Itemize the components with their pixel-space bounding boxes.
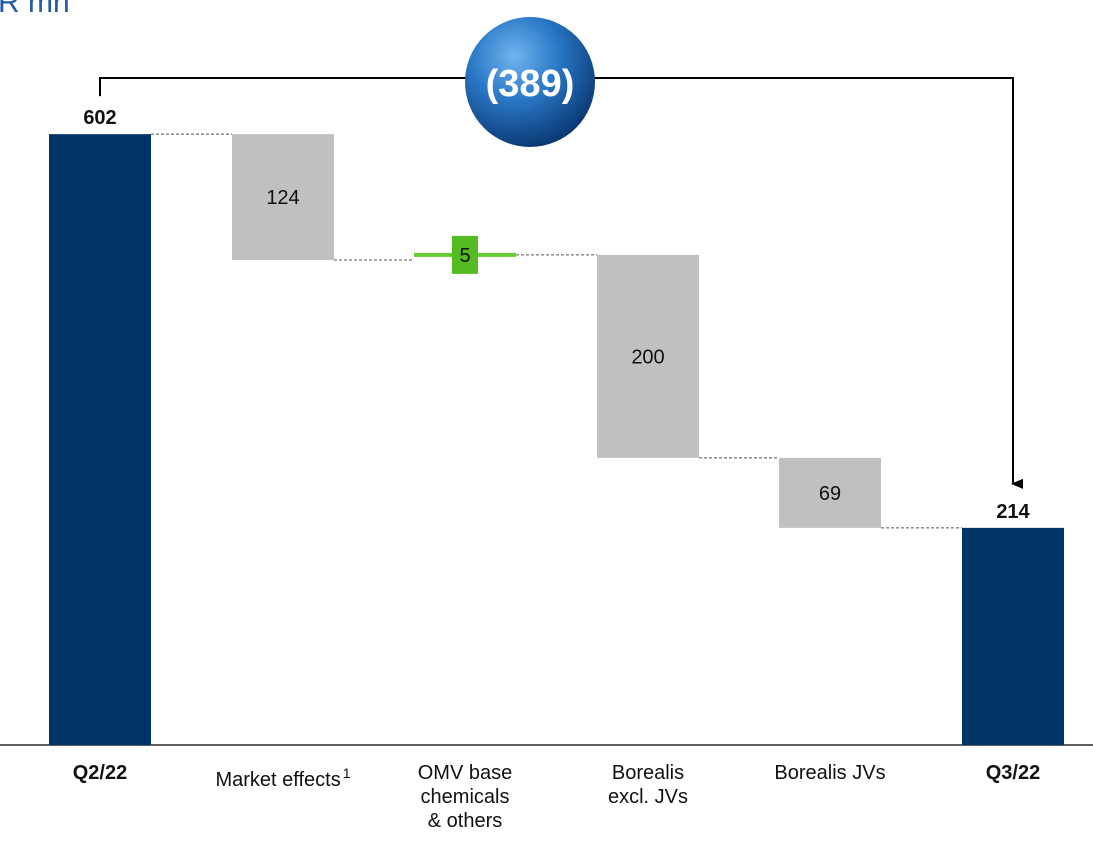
- category-label-line: Q2/22: [72, 762, 128, 784]
- category-label-line: OMV base: [417, 762, 513, 784]
- category-label-line: chemicals: [420, 786, 510, 808]
- category-label-borealis-excl-jvs: Borealis excl. JVs: [573, 761, 723, 809]
- category-label-line: Q3/22: [985, 762, 1041, 784]
- category-label-line: excl. JVs: [607, 786, 689, 808]
- data-label-market-effects: 124: [266, 187, 299, 209]
- bar-market-effects: [232, 134, 334, 260]
- unit-title: R mn: [0, 0, 70, 19]
- data-label-omv-base-chemicals-others: 5: [459, 245, 470, 267]
- bar-borealis-excl-jvs: [597, 254, 699, 458]
- bridge-bubble: [465, 17, 595, 147]
- bridge-label: (389): [486, 63, 575, 105]
- bar-q2-22: [49, 134, 151, 745]
- category-label-omv-base-chemicals-others: OMV base chemicals & others: [390, 761, 540, 833]
- bar-q3-22: [962, 527, 1064, 745]
- bar-borealis-jvs: [779, 457, 881, 528]
- category-label-line: Borealis JVs: [774, 762, 886, 784]
- category-label-market-effects: Market effects 1: [208, 761, 358, 792]
- category-label-line: Borealis: [611, 762, 685, 784]
- category-label-line: & others: [427, 810, 503, 832]
- footnote-marker: 1: [342, 765, 351, 781]
- data-label-bg-omv-base-chemicals-others: [452, 235, 478, 274]
- data-label-q2-22: 602: [83, 107, 116, 129]
- category-label-line: Market effects 1: [215, 765, 351, 791]
- data-label-q3-22: 214: [996, 501, 1030, 523]
- category-label-borealis-jvs: Borealis JVs: [755, 761, 905, 785]
- category-label-q2-22: Q2/22: [25, 761, 175, 785]
- category-label-q3-22: Q3/22: [938, 761, 1088, 785]
- data-label-borealis-jvs: 69: [819, 483, 841, 505]
- data-label-borealis-excl-jvs: 200: [631, 346, 664, 368]
